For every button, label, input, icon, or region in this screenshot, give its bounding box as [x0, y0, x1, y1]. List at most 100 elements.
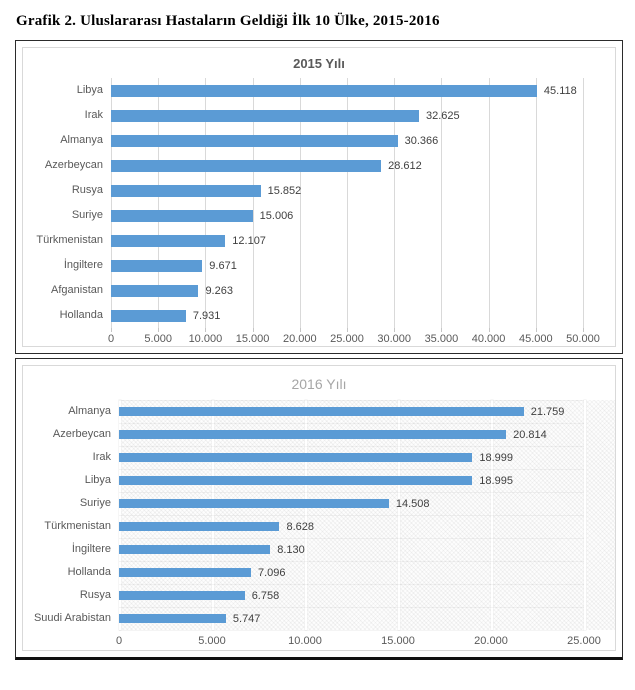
- x-tick-label: 5.000: [144, 333, 172, 345]
- chart-title-2016: 2016 Yılı: [291, 376, 347, 392]
- chart-panel-2015: 2015 Yılı Libya Irak Almanya Azerbeycan Rusy…: [15, 40, 623, 354]
- bar-irak: [119, 453, 473, 462]
- category-label: Suriye: [79, 497, 111, 509]
- bar-row: 7.931: [111, 303, 615, 328]
- value-label: 6.758: [251, 589, 280, 602]
- category-label: Irak: [84, 109, 103, 121]
- bar-row: 14.508: [119, 492, 615, 515]
- bar-rusya: [119, 591, 245, 600]
- value-label: 7.931: [192, 309, 221, 322]
- value-label: 21.759: [530, 405, 565, 418]
- value-label: 15.006: [259, 209, 294, 222]
- value-label: 18.999: [479, 451, 514, 464]
- gridline: [441, 78, 443, 328]
- bar-azerbeycan: [111, 159, 382, 172]
- value-label: 18.995: [479, 474, 513, 487]
- bar-türkmenistan: [119, 522, 280, 531]
- bar-türkmenistan: [111, 234, 226, 247]
- bar-libya: [119, 476, 473, 485]
- category-label: İngiltere: [63, 259, 103, 271]
- bar-chart-2016: 2016 Yılı Almanya Azerbeycan Irak Libya Suri…: [23, 366, 615, 650]
- value-label: 30.366: [404, 134, 439, 147]
- x-tick-label: 25.000: [330, 333, 364, 345]
- bar-row: 5.747: [119, 607, 615, 630]
- row-separator-line: [119, 584, 584, 585]
- row-separator-line: [119, 538, 584, 539]
- x-tick-label: 20.000: [282, 333, 317, 345]
- bar-row: 45.118: [111, 78, 615, 103]
- value-label: 14.508: [395, 497, 430, 510]
- category-label: Libya: [84, 474, 111, 486]
- category-label: Türkmenistan: [36, 234, 103, 246]
- x-tick-label: 15.000: [235, 333, 270, 345]
- bar-suudi-arabistan: [119, 614, 226, 623]
- category-labels: Libya Irak Almanya Azerbeycan Rusya Suriye Tür…: [23, 78, 111, 328]
- category-label: Afganistan: [51, 284, 103, 296]
- value-label: 28.612: [388, 159, 422, 172]
- gridline: [252, 78, 254, 328]
- bar-almanya: [119, 407, 524, 416]
- bar-hollanda: [119, 568, 251, 577]
- category-label: Rusya: [79, 589, 111, 601]
- category-label: Azerbeycan: [44, 159, 103, 171]
- bar-rusya: [111, 184, 261, 197]
- bar-row: 9.671: [111, 253, 615, 278]
- bar-row: 8.130: [119, 538, 615, 561]
- bar-i̇ngiltere: [119, 545, 271, 554]
- x-tick-label: 20.000: [474, 635, 508, 647]
- category-label: Almanya: [68, 405, 111, 417]
- bar-azerbeycan: [119, 430, 507, 439]
- chart-body: Almanya Azerbeycan Irak Libya Suriye Türkmeni…: [23, 400, 615, 631]
- bar-suriye: [111, 209, 253, 222]
- bar-row: 7.096: [119, 561, 615, 584]
- gridline: [305, 400, 307, 630]
- value-label: 15.852: [267, 184, 302, 197]
- plot-area: 45.118 32.625 30.366 28.612 15.852 15.006 12.1…: [111, 78, 615, 328]
- gridline: [205, 78, 207, 328]
- x-axis-ticks: [111, 328, 584, 332]
- category-label: Suriye: [71, 209, 103, 221]
- x-tick-label: 50.000: [566, 333, 600, 345]
- category-label: Almanya: [60, 134, 103, 146]
- value-label: 45.118: [543, 84, 577, 97]
- x-tick-label: 5.000: [198, 635, 226, 647]
- category-label: Hollanda: [67, 566, 111, 578]
- gridline: [347, 78, 348, 328]
- row-separator-line: [119, 561, 584, 562]
- row-separator-line: [119, 630, 584, 631]
- axis-tick: [158, 328, 160, 332]
- x-axis-labels: 0 5.000 10.000 15.000 20.000 25.000 30.000 35.0…: [107, 332, 600, 346]
- bar-libya: [111, 84, 537, 97]
- row-separator-line: [119, 446, 584, 447]
- plot-area: 21.759 20.814 18.999 18.995 14.508 8.628 8.130…: [119, 400, 615, 631]
- row-separator-line: [119, 492, 584, 493]
- gridline: [158, 78, 160, 328]
- gridline: [111, 78, 112, 328]
- value-label: 7.096: [257, 566, 286, 579]
- row-separator-line: [119, 469, 584, 470]
- value-label: 8.130: [277, 543, 305, 556]
- x-tick-label: 0: [107, 333, 115, 345]
- gridline: [583, 78, 584, 328]
- axis-tick: [488, 328, 490, 332]
- value-label: 9.263: [205, 284, 233, 297]
- bar-row: 18.995: [119, 469, 615, 492]
- category-label: Türkmenistan: [44, 520, 111, 532]
- bar-rows: 21.759 20.814 18.999 18.995 14.508 8.628 8.130…: [119, 400, 615, 630]
- category-label: İngiltere: [71, 543, 111, 555]
- gridline: [584, 400, 586, 630]
- axis-tick: [111, 328, 112, 332]
- axis-tick: [394, 328, 396, 332]
- bar-row: 32.625: [111, 103, 615, 128]
- gridline: [394, 78, 396, 328]
- row-separator-line: [119, 423, 584, 424]
- bar-hollanda: [111, 309, 186, 322]
- bar-row: 20.814: [119, 423, 615, 446]
- gridline: [398, 400, 400, 630]
- x-tick-label: 0: [115, 635, 123, 647]
- gridline: [488, 78, 490, 328]
- value-label: 20.814: [513, 428, 547, 441]
- category-labels: Almanya Azerbeycan Irak Libya Suriye Türkmeni…: [23, 400, 119, 630]
- gridline: [119, 400, 121, 630]
